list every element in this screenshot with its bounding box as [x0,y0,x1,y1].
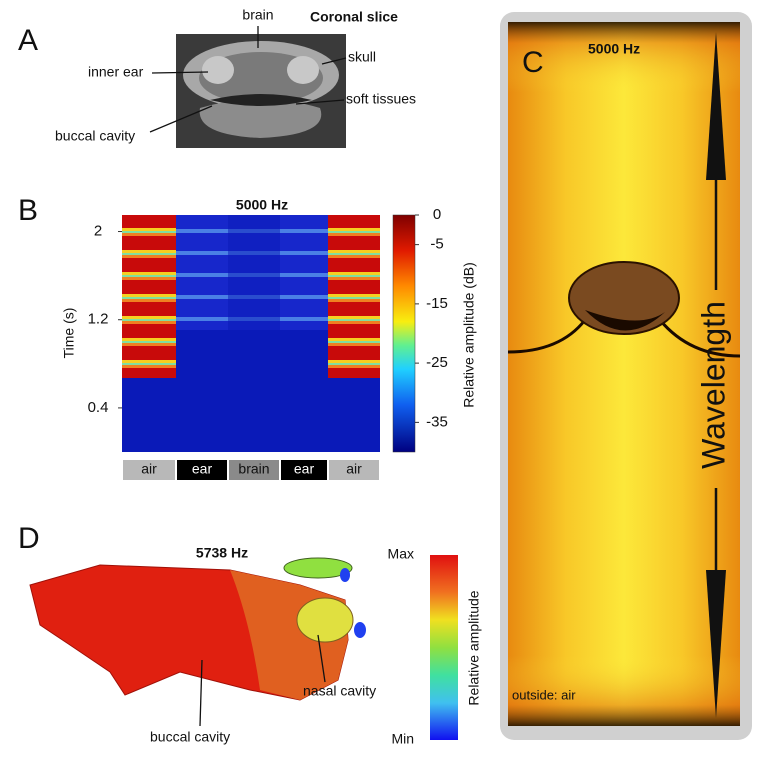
mesh-region [296,597,354,643]
leader-line [199,659,203,727]
column-label: ear [192,461,213,477]
panel-title: 5000 Hz [588,41,640,57]
inner-ear-shape [202,56,234,84]
colorbar-max: Max [388,546,414,562]
y-tick-label: 2 [94,223,102,240]
heatmap-region [328,215,380,378]
column-label: ear [294,461,315,477]
panel-title: 5738 Hz [196,545,248,561]
leader-line [151,71,209,74]
annotation: buccal cavity [55,128,135,144]
column-band [123,460,175,480]
colorbar-tick-label: -25 [426,354,448,371]
mesh-region [283,557,353,579]
leader-line [149,105,213,133]
column-band [281,460,327,480]
column-label: brain [238,461,269,477]
panel-title: 5000 Hz [236,197,288,213]
y-tick-label: 0.4 [88,399,109,416]
arrow-head [706,32,726,180]
colorbar-tick-label: -15 [426,295,448,312]
annotation: nasal cavity [303,683,376,699]
panel-title: Coronal slice [310,9,398,25]
column-band [329,460,379,480]
column-band [229,460,279,480]
annotation: inner ear [88,64,144,80]
annotation: skull [348,49,376,65]
colorbar-label: Relative amplitude [466,590,482,705]
colorbar-label: Relative amplitude (dB) [461,262,477,408]
leader-line [321,57,347,65]
colorbar-tick-label: -5 [430,236,443,253]
footer: outside: air [512,687,576,702]
mesh-region [354,622,366,638]
column-label: air [141,461,157,477]
arrow-head [706,570,726,718]
heatmap-region [228,215,280,330]
panel-label: B [18,194,38,227]
node-line [507,319,741,358]
annotation: soft tissues [346,91,416,107]
heatmap-region [122,215,176,378]
column-label: air [346,461,362,477]
inner-ear-shape [287,56,319,84]
soft-tissue-shape [199,99,322,138]
column-band [177,460,227,480]
panel-label: C [522,46,544,79]
mesh-region [340,568,350,582]
annotation: brain [242,7,273,23]
y-axis-label: Time (s) [61,308,77,359]
cavity-shape [210,94,312,106]
colorbar [430,555,458,740]
skull-shadow [585,310,665,331]
heatmap [122,215,380,452]
colorbar-tick-label: -35 [426,413,448,430]
colorbar [392,214,416,453]
arrow-label: Wavelength [695,301,731,469]
leader-line [317,634,326,683]
y-tick-label: 1.2 [88,311,109,328]
annotation: buccal cavity [150,729,230,745]
colorbar-tick-label: 0 [433,206,441,223]
panel-label: D [18,522,40,555]
colorbar-min: Min [391,731,414,747]
field-shading [508,22,740,726]
leader-line [295,99,345,105]
panel-label: A [18,24,38,57]
